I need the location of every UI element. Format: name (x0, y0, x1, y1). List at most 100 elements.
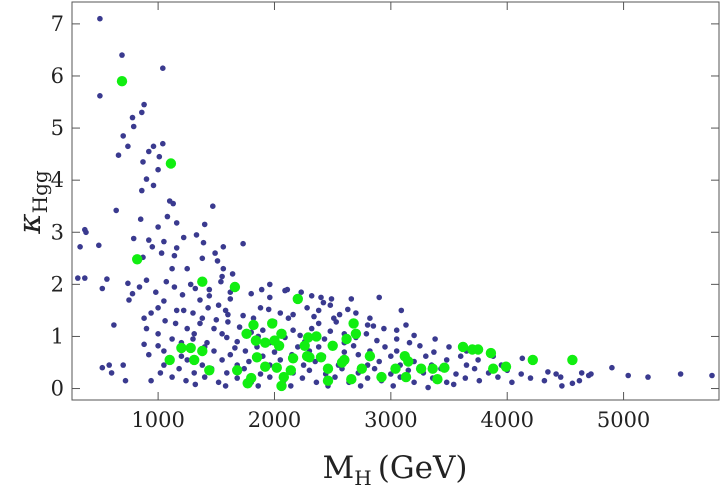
data-point-blue (423, 353, 429, 360)
data-point-blue (518, 371, 524, 377)
data-point-blue (288, 383, 294, 389)
data-point-blue (585, 372, 592, 379)
x-axis-title-unit: (GeV) (378, 450, 468, 485)
x-tick-label: 5000 (597, 408, 650, 432)
data-point-blue (97, 93, 103, 99)
data-point-blue (348, 296, 355, 302)
data-point-blue (462, 375, 469, 381)
data-point-blue (315, 307, 322, 314)
data-point-blue (225, 319, 231, 325)
data-point-blue (376, 294, 383, 301)
data-point-blue (199, 362, 206, 368)
x-tick-label: 2000 (248, 408, 301, 432)
data-point-blue (257, 305, 264, 311)
data-point-blue (463, 362, 470, 368)
data-point-blue (220, 244, 227, 250)
data-point-blue (495, 374, 501, 380)
data-point-blue (363, 331, 370, 337)
data-point-blue (122, 377, 129, 384)
data-point-blue (170, 200, 176, 207)
data-point-blue (206, 293, 213, 299)
data-point-blue (255, 383, 261, 389)
data-point-blue (163, 278, 170, 285)
data-point-blue (104, 276, 110, 282)
data-point-blue (164, 213, 171, 220)
data-point-blue (364, 322, 371, 328)
data-point-blue (158, 250, 165, 256)
data-point-green (304, 352, 315, 363)
data-point-green (267, 318, 278, 329)
data-point-blue (192, 285, 199, 292)
data-point-blue (211, 325, 217, 332)
data-point-blue (146, 148, 152, 155)
data-point-green (242, 378, 253, 389)
data-point-blue (140, 159, 146, 165)
data-point-blue (246, 358, 252, 365)
data-point-blue (411, 332, 417, 339)
data-point-blue (443, 379, 450, 386)
data-point-blue (277, 310, 284, 316)
data-point-blue (312, 358, 319, 365)
data-point-blue (180, 307, 187, 314)
data-point-blue (260, 327, 266, 334)
data-point-blue (457, 353, 464, 360)
data-point-blue (155, 305, 161, 311)
x-tick-label: 4000 (480, 408, 533, 432)
data-point-blue (204, 339, 210, 346)
data-point-blue (206, 286, 213, 293)
data-point-blue (184, 265, 190, 272)
y-tick-label: 1 (51, 324, 64, 348)
data-point-blue (308, 293, 315, 299)
data-point-blue (332, 374, 338, 380)
data-point-green (250, 335, 262, 346)
data-point-blue (155, 331, 161, 337)
data-point-blue (155, 166, 161, 173)
data-point-blue (205, 305, 211, 311)
data-point-blue (370, 323, 377, 329)
data-point-blue (315, 320, 322, 327)
data-point-blue (327, 302, 334, 309)
data-point-green (303, 332, 314, 343)
data-point-green (273, 340, 285, 351)
data-point-blue (222, 383, 229, 389)
data-point-blue (271, 349, 278, 355)
data-point-blue (509, 379, 515, 386)
data-point-blue (129, 290, 136, 297)
data-point-blue (176, 365, 182, 372)
data-point-blue (180, 234, 187, 241)
data-point-blue (236, 324, 243, 330)
data-point-blue (308, 325, 315, 332)
data-point-blue (178, 353, 185, 360)
data-point-blue (183, 377, 189, 384)
data-point-blue (371, 365, 378, 372)
data-point-blue (113, 207, 119, 214)
data-point-blue (83, 229, 89, 236)
data-point-blue (120, 133, 126, 139)
data-point-blue (227, 296, 234, 302)
data-point-blue (201, 374, 208, 380)
data-point-blue (393, 327, 400, 334)
data-point-blue (220, 265, 227, 272)
data-point-blue (197, 320, 203, 327)
data-point-blue (148, 377, 154, 384)
data-point-blue (241, 365, 247, 372)
data-point-green (322, 375, 334, 386)
data-point-green (485, 347, 497, 359)
data-point-blue (267, 294, 273, 301)
data-point-blue (431, 349, 437, 355)
data-point-blue (143, 176, 150, 182)
data-point-blue (139, 187, 145, 194)
data-point-blue (120, 362, 126, 368)
data-point-green (472, 344, 484, 355)
y-axis: 0 1 2 3 4 5 6 7 (51, 12, 719, 401)
data-point-blue (184, 357, 190, 363)
data-point-blue (350, 343, 357, 349)
data-point-blue (143, 277, 150, 284)
data-point-blue (214, 258, 221, 264)
data-point-green (488, 363, 499, 374)
data-point-blue (403, 322, 409, 328)
data-point-blue (115, 152, 122, 158)
data-point-blue (677, 371, 684, 377)
data-point-blue (219, 357, 225, 363)
data-point-blue (99, 285, 106, 292)
